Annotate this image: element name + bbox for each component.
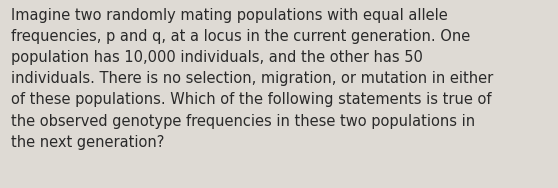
Text: Imagine two randomly mating populations with equal allele
frequencies, p and q, : Imagine two randomly mating populations … [11,8,493,150]
